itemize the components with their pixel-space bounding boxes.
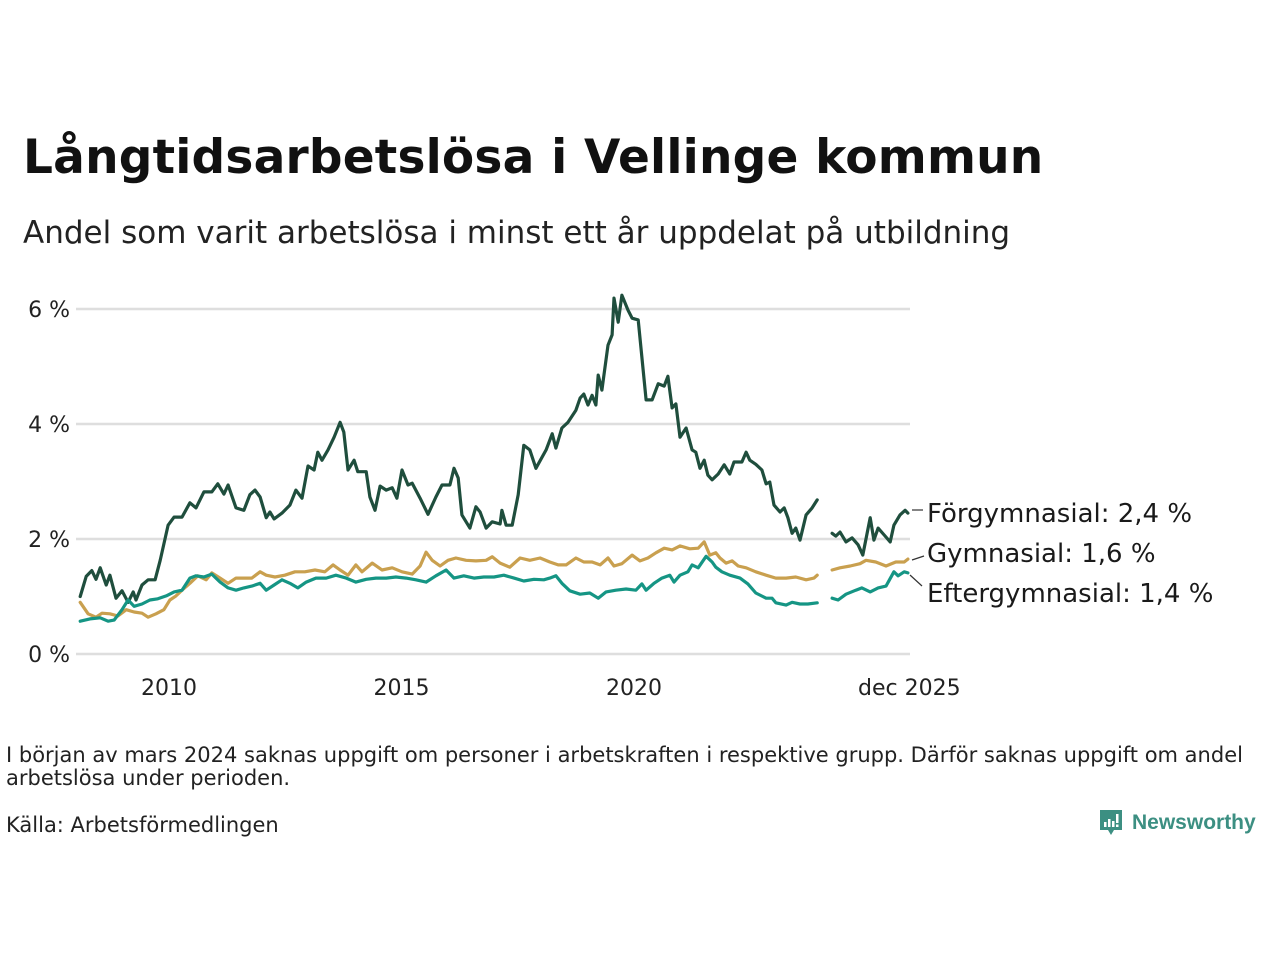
- x-tick-label: 2010: [141, 676, 197, 701]
- series-line-gymnasial: [78, 540, 819, 619]
- x-tick-label: 2015: [374, 676, 430, 701]
- y-tick-label: 6 %: [28, 298, 70, 323]
- series-line-förgymnasial: [830, 508, 910, 557]
- series-line-förgymnasial: [78, 293, 819, 604]
- label-leader-line: [911, 555, 925, 561]
- x-tick-label: 2020: [606, 676, 662, 701]
- series-label: Förgymnasial: 2,4 %: [927, 499, 1192, 529]
- series-line-gymnasial: [830, 557, 910, 572]
- y-tick-label: 4 %: [28, 413, 70, 438]
- label-leader-line: [909, 574, 923, 587]
- logo-text: Newsworthy: [1132, 811, 1256, 834]
- newsworthy-logo: Newsworthy: [1098, 808, 1256, 838]
- chart-bubble-icon: [1100, 810, 1122, 835]
- chart-title: Långtidsarbetslösa i Vellinge kommun: [23, 130, 1044, 185]
- source-credit: Källa: Arbetsförmedlingen: [6, 813, 279, 837]
- series-label: Eftergymnasial: 1,4 %: [927, 579, 1213, 609]
- series-line-eftergymnasial: [830, 570, 910, 602]
- series-label: Gymnasial: 1,6 %: [927, 539, 1156, 569]
- series-line-eftergymnasial: [78, 554, 819, 623]
- x-tick-label: dec 2025: [858, 676, 961, 701]
- chart-subtitle: Andel som varit arbetslösa i minst ett å…: [23, 215, 1011, 251]
- y-tick-label: 2 %: [28, 528, 70, 553]
- y-tick-label: 0 %: [28, 643, 70, 668]
- footnote: I början av mars 2024 saknas uppgift om …: [6, 743, 1243, 790]
